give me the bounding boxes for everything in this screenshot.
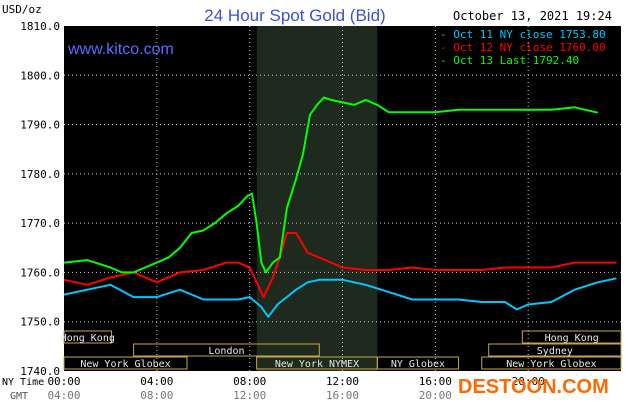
market-bar-frame: [376, 356, 460, 370]
x-tick-label-ny: 20:00: [512, 375, 545, 388]
market-bar: New York Globex: [481, 356, 622, 370]
legend: - Oct 11 NY close 1753.80- Oct 12 NY clo…: [440, 28, 606, 67]
y-axis-ticks: 1740.0 1750.0 1760.0 1770.0 1780.0 1790.0 1800…: [20, 20, 60, 378]
market-bar: NY Globex: [376, 356, 460, 370]
y-tick-label: 1760.0: [20, 266, 60, 279]
market-bar-label: London: [208, 346, 244, 357]
y-tick-label: 1800.0: [20, 69, 60, 82]
market-bar-label: NY Globex: [391, 359, 445, 370]
x-tick-label-gmt: 04:00: [47, 389, 80, 402]
market-bar-frame: [63, 356, 188, 370]
legend-entry: - Oct 12 NY close 1760.00: [440, 41, 606, 54]
y-tick-label: 1810.0: [20, 20, 60, 33]
market-bar: Hong Kong: [61, 330, 115, 344]
market-bar: Hong Kong: [521, 330, 622, 344]
ny-time-label: NY Time: [2, 377, 44, 388]
legend-entry: - Oct 11 NY close 1753.80: [440, 28, 606, 41]
y-tick-label: 1770.0: [20, 217, 60, 230]
y-tick-label: 1750.0: [20, 316, 60, 329]
market-bar: New York Globex: [63, 356, 188, 370]
market-bar-label: New York Globex: [506, 359, 596, 370]
x-tick-label-ny: 08:00: [233, 375, 266, 388]
x-tick-label-gmt: 16:00: [326, 389, 359, 402]
x-tick-label-ny: 00:00: [47, 375, 80, 388]
market-bar-frame: [481, 356, 622, 370]
chart-timestamp: October 13, 2021 19:24: [453, 9, 612, 23]
market-bar-label: New York NYMEX: [275, 359, 359, 370]
y-tick-label: 1790.0: [20, 119, 60, 132]
y-tick-label: 1780.0: [20, 168, 60, 181]
market-bar-label: New York Globex: [80, 359, 170, 370]
x-tick-label-ny: 12:00: [326, 375, 359, 388]
y-tick-label: 1740.0: [20, 365, 60, 378]
chart-title: 24 Hour Spot Gold (Bid): [204, 6, 385, 25]
market-bar-frame: [488, 343, 622, 357]
x-tick-label-gmt: 08:00: [140, 389, 173, 402]
grid-lines: [64, 26, 621, 371]
y-axis-unit-label: USD/oz: [2, 3, 42, 16]
nymex-session-shade: [256, 26, 378, 371]
series-line: [63, 96, 599, 274]
market-bar: London: [133, 343, 320, 357]
legend-entry: - Oct 13 Last 1792.40: [440, 54, 579, 67]
market-bar: Sydney: [488, 343, 622, 357]
price-series: [63, 96, 617, 318]
x-tick-label-ny: 04:00: [140, 375, 173, 388]
watermark: DESTOON.COM: [458, 376, 609, 398]
series-line: [63, 277, 617, 318]
market-bar-frame: [63, 330, 113, 344]
x-tick-label-ny: 16:00: [419, 375, 452, 388]
market-bar-label: Sydney: [537, 346, 573, 357]
website-label: www.kitco.com: [67, 41, 174, 58]
market-bar-frame: [133, 343, 320, 357]
series-line: [63, 232, 617, 299]
market-bar-frame: [521, 330, 622, 344]
market-hours-bars: Hong Kong Hong Kong London Sydney New York G…: [61, 330, 622, 370]
gmt-label: GMT: [10, 391, 28, 402]
x-tick-label-gmt: 12:00: [233, 389, 266, 402]
x-tick-label-gmt: 20:00: [419, 389, 452, 402]
market-bar-label: Hong Kong: [545, 333, 599, 344]
market-bar-label: Hong Kong: [61, 333, 115, 344]
